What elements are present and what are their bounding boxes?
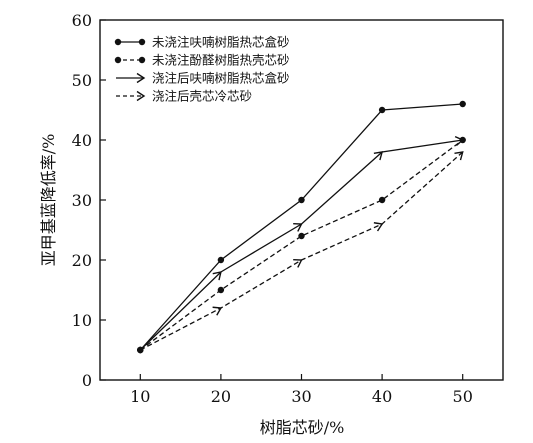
x-tick-label: 10 bbox=[130, 387, 150, 406]
x-axis-ticks: 10 20 30 40 50 bbox=[130, 374, 473, 406]
x-tick-label: 40 bbox=[372, 387, 392, 406]
y-tick-label: 30 bbox=[72, 191, 92, 210]
legend-marker bbox=[138, 56, 146, 64]
series-1 bbox=[137, 100, 466, 354]
data-point bbox=[298, 196, 305, 204]
series-2 bbox=[137, 136, 466, 354]
data-point-arrow bbox=[373, 151, 384, 161]
legend-marker bbox=[114, 38, 122, 46]
legend-item: 未浇注酚醛树脂热壳芯砂 bbox=[114, 53, 290, 68]
legend-marker bbox=[138, 38, 146, 46]
y-tick-label: 50 bbox=[72, 71, 92, 90]
series-layer bbox=[137, 100, 466, 354]
data-point bbox=[459, 100, 466, 108]
data-point bbox=[217, 286, 225, 294]
y-axis-ticks: 0 10 20 30 40 50 60 bbox=[72, 11, 106, 390]
legend-marker bbox=[136, 72, 146, 84]
y-tick-label: 0 bbox=[82, 371, 92, 390]
x-tick-label: 20 bbox=[211, 387, 231, 406]
legend-label: 浇注后呋喃树脂热芯盒砂 bbox=[152, 71, 290, 86]
legend-item: 未浇注呋喃树脂热芯盒砂 bbox=[114, 35, 290, 50]
data-point-arrow bbox=[454, 151, 464, 161]
series-line bbox=[139, 139, 463, 351]
data-point bbox=[378, 196, 386, 204]
data-point-arrow bbox=[212, 306, 223, 316]
legend-label: 未浇注酚醛树脂热壳芯砂 bbox=[152, 53, 290, 68]
y-tick-label: 60 bbox=[72, 11, 92, 30]
x-tick-label: 30 bbox=[291, 387, 311, 406]
legend: 未浇注呋喃树脂热芯盒砂未浇注酚醛树脂热壳芯砂浇注后呋喃树脂热芯盒砂浇注后壳芯冷芯… bbox=[114, 35, 290, 104]
series-line bbox=[139, 103, 463, 351]
data-point-arrow bbox=[293, 259, 303, 268]
y-tick-label: 40 bbox=[72, 131, 92, 150]
legend-label: 浇注后壳芯冷芯砂 bbox=[152, 89, 252, 104]
data-point-arrow bbox=[373, 222, 384, 232]
y-axis-label: 亚甲基蓝降低率/% bbox=[39, 134, 58, 267]
legend-item: 浇注后壳芯冷芯砂 bbox=[116, 89, 252, 104]
y-tick-label: 10 bbox=[72, 311, 92, 330]
series-4 bbox=[137, 151, 464, 354]
data-point bbox=[217, 256, 225, 264]
legend-marker bbox=[114, 56, 122, 64]
y-tick-label: 20 bbox=[72, 251, 92, 270]
data-point bbox=[137, 346, 144, 354]
data-point bbox=[378, 106, 386, 114]
data-point-arrow bbox=[212, 271, 222, 281]
legend-marker bbox=[136, 90, 146, 102]
data-point-arrow bbox=[454, 135, 464, 147]
legend-item: 浇注后呋喃树脂热芯盒砂 bbox=[116, 71, 290, 86]
data-point-arrow bbox=[293, 223, 303, 232]
x-axis-label: 树脂芯砂/% bbox=[260, 418, 345, 437]
series-line bbox=[139, 139, 464, 351]
series-3 bbox=[137, 135, 464, 354]
legend-label: 未浇注呋喃树脂热芯盒砂 bbox=[152, 35, 290, 50]
series-line bbox=[139, 151, 464, 351]
data-point bbox=[298, 232, 305, 240]
x-tick-label: 50 bbox=[453, 387, 473, 406]
